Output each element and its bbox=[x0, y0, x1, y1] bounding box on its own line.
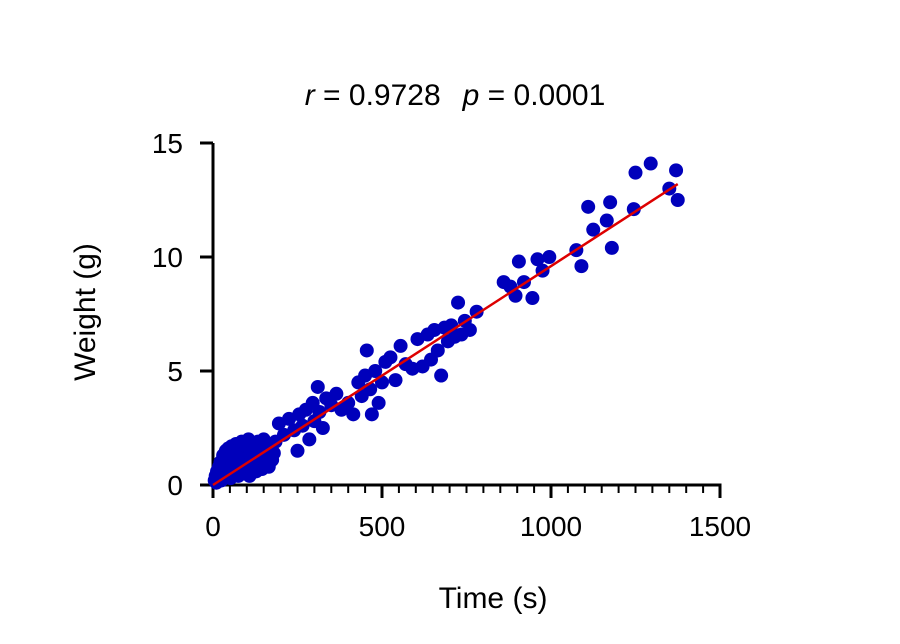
fit-line bbox=[212, 182, 679, 487]
data-point bbox=[266, 446, 281, 461]
data-point bbox=[371, 395, 386, 410]
data-point bbox=[368, 364, 383, 378]
data-point bbox=[643, 156, 658, 171]
data-point bbox=[462, 322, 477, 337]
data-point bbox=[310, 379, 325, 394]
fit-line-group bbox=[212, 182, 679, 487]
data-point bbox=[669, 163, 684, 178]
chart-title: r = 0.9728 p = 0.0001 bbox=[305, 79, 606, 112]
data-point bbox=[525, 291, 540, 306]
y-tick-label: 0 bbox=[167, 470, 183, 501]
y-axis: 0 5 10 15 bbox=[152, 128, 215, 501]
data-point bbox=[290, 443, 305, 458]
x-tick-label: 0 bbox=[205, 511, 221, 542]
data-point bbox=[604, 240, 619, 255]
r-symbol: r bbox=[305, 79, 316, 112]
data-point bbox=[430, 343, 445, 358]
p-value: = 0.0001 bbox=[479, 79, 605, 112]
data-point bbox=[511, 254, 526, 269]
data-point bbox=[329, 386, 344, 401]
data-point bbox=[626, 202, 641, 217]
data-point bbox=[628, 165, 643, 180]
p-symbol: p bbox=[462, 79, 480, 112]
data-point bbox=[670, 193, 685, 207]
data-point bbox=[359, 343, 374, 358]
data-point bbox=[393, 338, 408, 353]
x-axis: 0 500 1000 1500 bbox=[205, 483, 751, 542]
x-tick-label: 500 bbox=[359, 511, 406, 542]
y-tick-label: 10 bbox=[152, 242, 183, 273]
y-axis-title: Weight (g) bbox=[69, 243, 102, 381]
data-point bbox=[581, 199, 596, 214]
data-point bbox=[451, 295, 466, 310]
x-axis-title: Time (s) bbox=[439, 582, 548, 615]
data-point bbox=[364, 407, 379, 422]
r-value: = 0.9728 bbox=[315, 79, 441, 112]
data-point bbox=[599, 213, 614, 228]
y-tick-label: 5 bbox=[167, 356, 183, 387]
data-point bbox=[530, 252, 545, 267]
x-tick-label: 1000 bbox=[520, 511, 582, 542]
data-point bbox=[388, 373, 403, 388]
y-tick-label: 15 bbox=[152, 128, 183, 159]
data-point bbox=[315, 421, 330, 435]
data-point bbox=[312, 405, 327, 420]
data-point bbox=[586, 222, 601, 237]
data-point bbox=[383, 350, 398, 365]
data-point bbox=[434, 368, 449, 383]
data-point bbox=[302, 432, 317, 447]
x-tick-label: 1500 bbox=[689, 511, 751, 542]
data-point bbox=[346, 407, 361, 422]
data-point bbox=[603, 195, 618, 210]
data-point bbox=[542, 250, 557, 264]
data-point bbox=[574, 259, 589, 274]
